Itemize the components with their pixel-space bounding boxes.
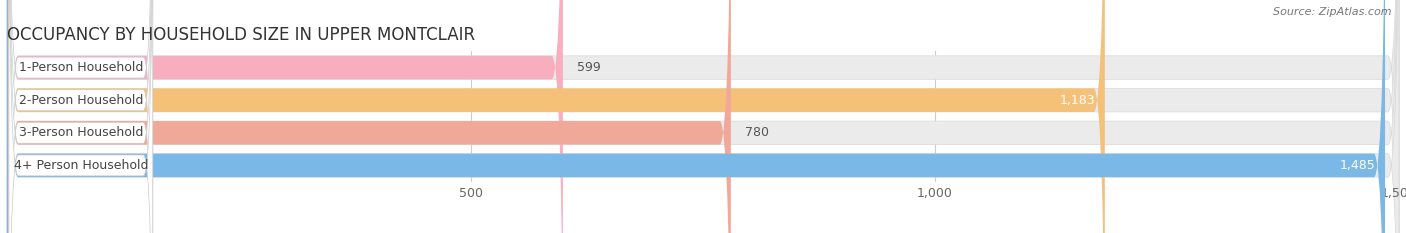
Text: 780: 780 [745,126,769,139]
Text: 4+ Person Household: 4+ Person Household [14,159,148,172]
FancyBboxPatch shape [7,0,1399,233]
FancyBboxPatch shape [8,0,153,233]
Text: 1,183: 1,183 [1060,94,1095,107]
Text: Source: ZipAtlas.com: Source: ZipAtlas.com [1274,7,1392,17]
FancyBboxPatch shape [7,0,731,233]
FancyBboxPatch shape [7,0,562,233]
Text: 1-Person Household: 1-Person Household [18,61,143,74]
FancyBboxPatch shape [8,0,153,233]
Text: 3-Person Household: 3-Person Household [18,126,143,139]
Text: 2-Person Household: 2-Person Household [18,94,143,107]
Text: 1,485: 1,485 [1340,159,1375,172]
FancyBboxPatch shape [8,0,153,233]
FancyBboxPatch shape [7,0,1385,233]
Text: 599: 599 [576,61,600,74]
FancyBboxPatch shape [7,0,1105,233]
FancyBboxPatch shape [8,0,153,233]
Text: OCCUPANCY BY HOUSEHOLD SIZE IN UPPER MONTCLAIR: OCCUPANCY BY HOUSEHOLD SIZE IN UPPER MON… [7,26,475,44]
FancyBboxPatch shape [7,0,1399,233]
FancyBboxPatch shape [7,0,1399,233]
FancyBboxPatch shape [7,0,1399,233]
